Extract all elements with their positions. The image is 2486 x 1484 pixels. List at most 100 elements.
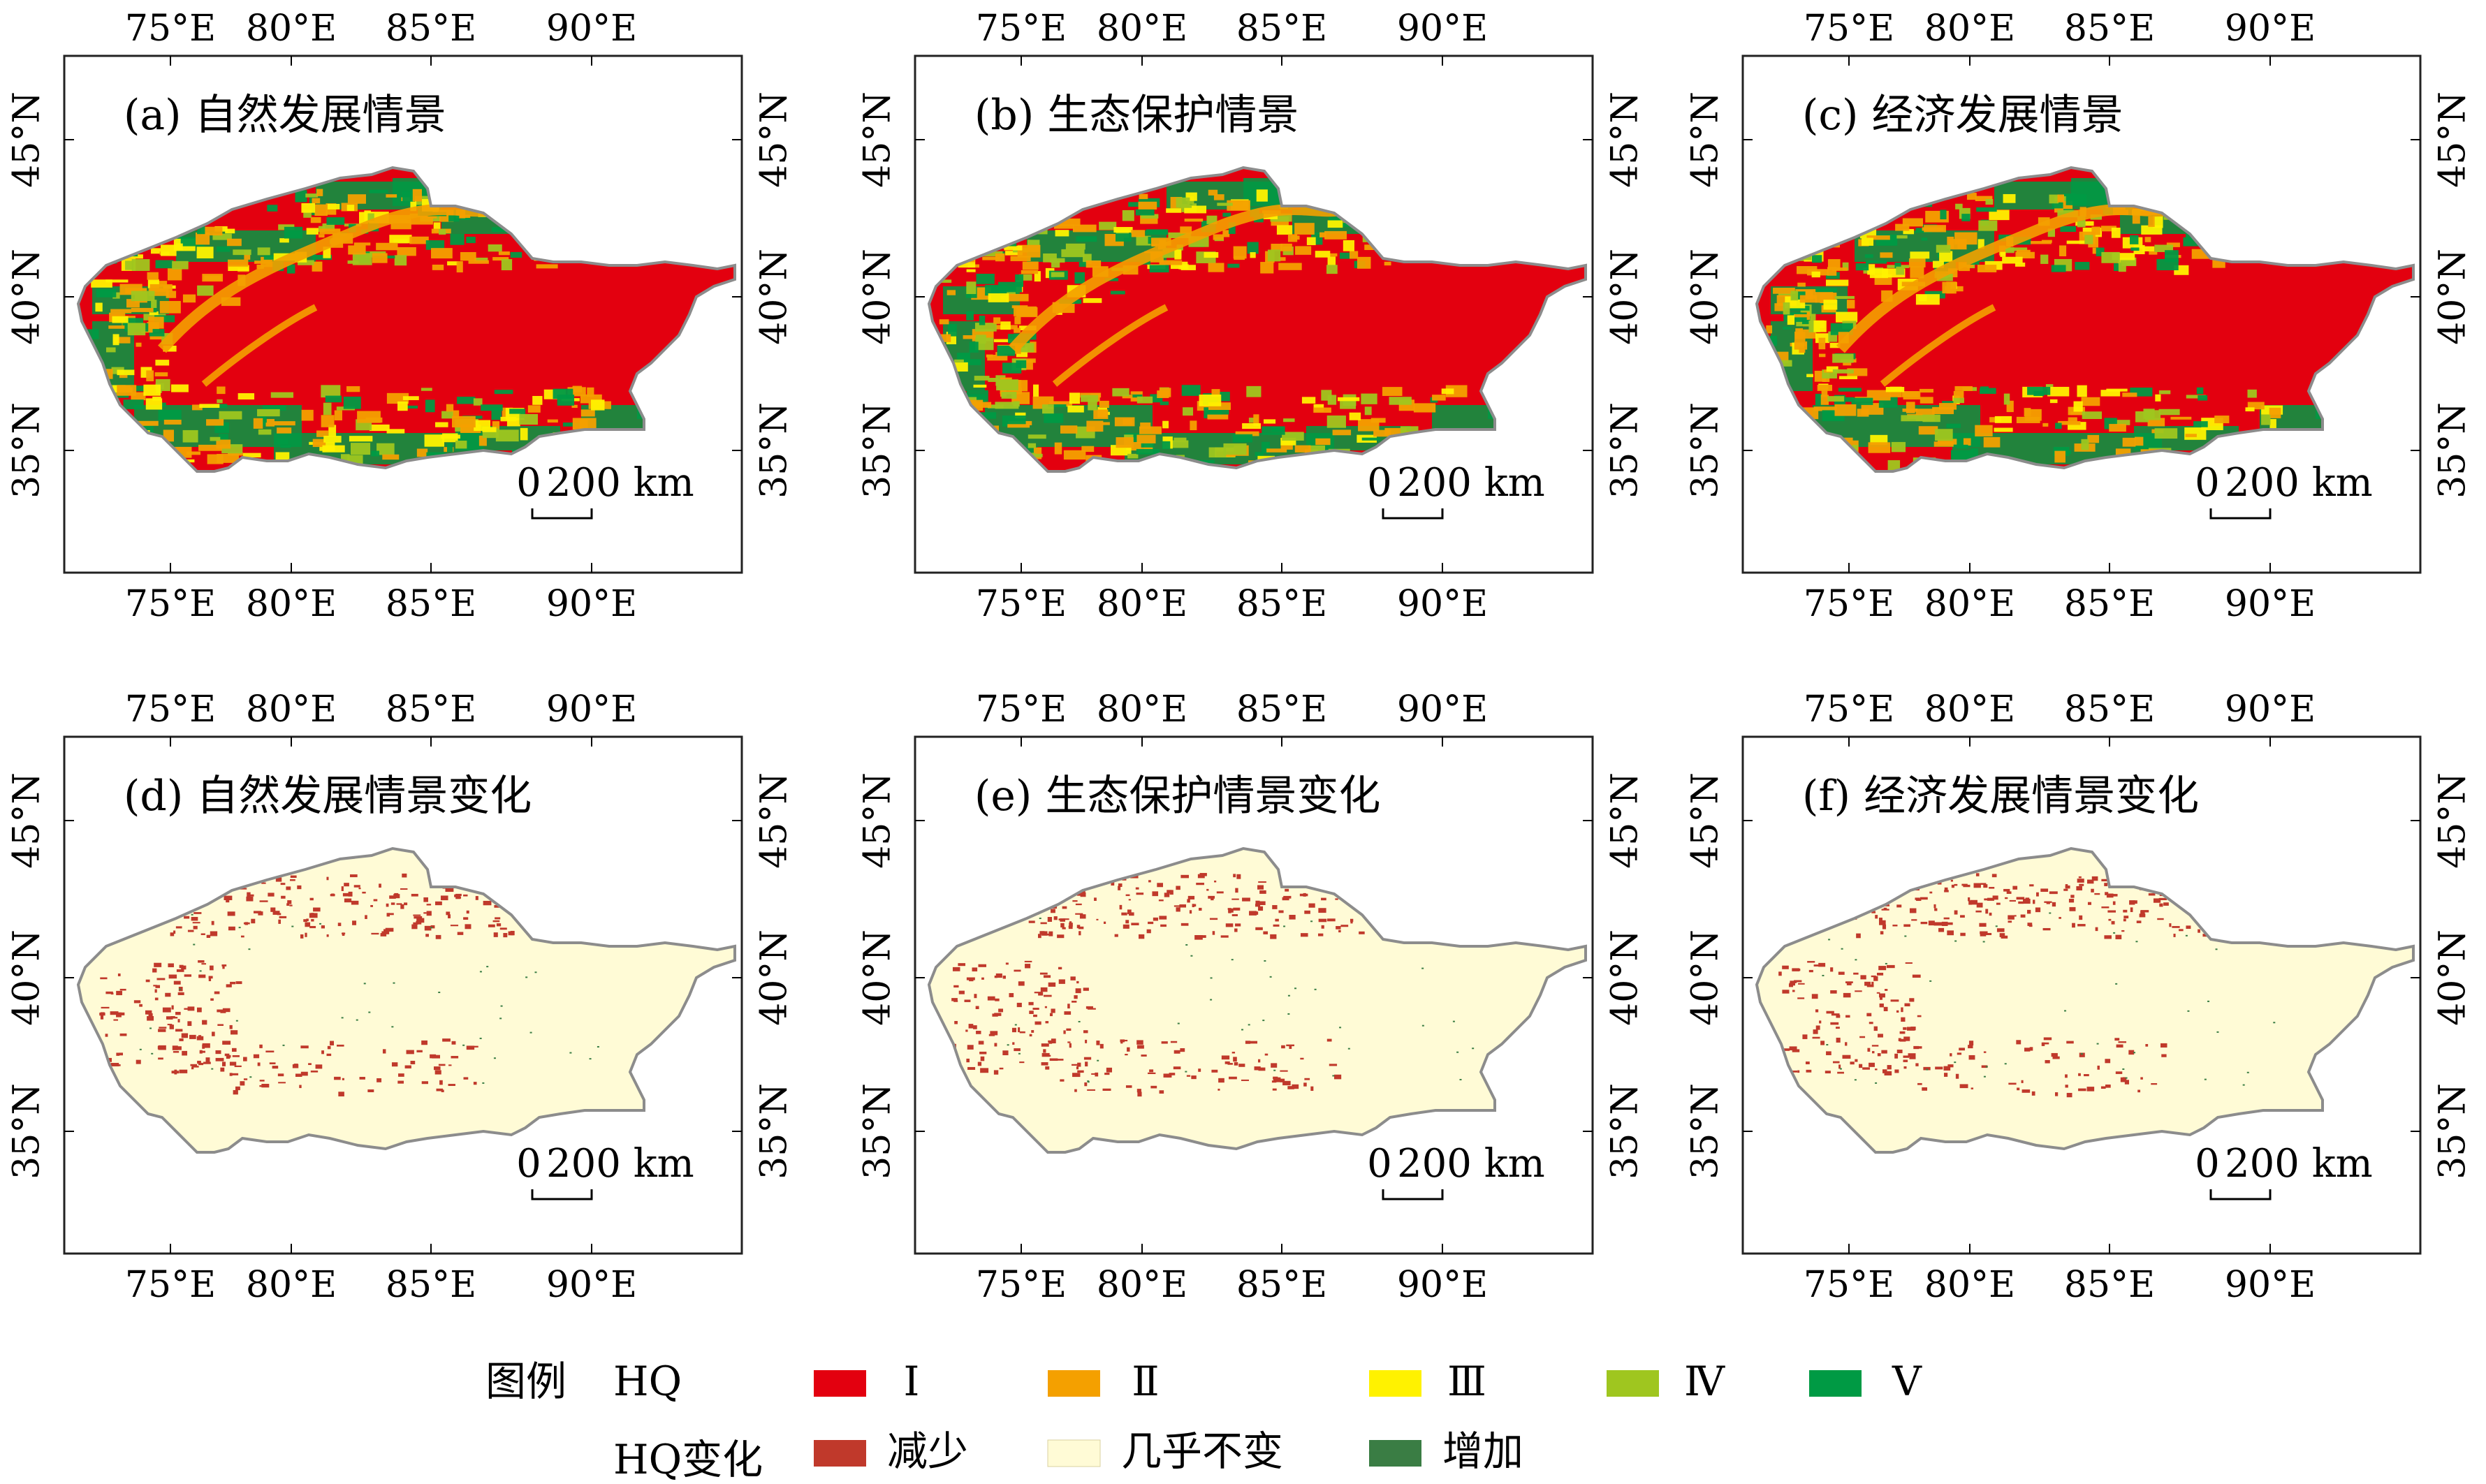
x-tick-label-top: 75°E xyxy=(1804,8,1894,50)
region-boundary xyxy=(1755,846,2415,1154)
x-tick-label-bottom: 85°E xyxy=(386,583,476,625)
x-tick-label-top: 80°E xyxy=(246,8,337,50)
legend: 图例 HQ Ⅰ Ⅱ Ⅲ Ⅳ Ⅴ HQ变化 减少 几乎不变 增加 xyxy=(485,1358,1922,1483)
y-tick-label-right: 40°N xyxy=(2432,930,2474,1026)
y-tick-label-right: 35°N xyxy=(2432,402,2474,499)
region-boundary xyxy=(76,166,736,473)
region-boundary xyxy=(927,166,1587,473)
panel-title: (a) 自然发展情景 xyxy=(124,91,446,140)
scale-bar-zero: 0 xyxy=(2195,1141,2220,1187)
map-panel-c: (c) 经济发展情景 0 200 km 75°E 75°E 80°E 80°E 85°E 85°… xyxy=(1685,8,2474,625)
y-tick-label-right: 40°N xyxy=(754,930,796,1026)
scale-bar: 0 200 km xyxy=(1367,460,1545,520)
region-boundary xyxy=(927,846,1587,1154)
x-tick-label-top: 80°E xyxy=(1097,689,1187,730)
x-tick-label-bottom: 85°E xyxy=(1236,583,1327,625)
x-tick-label-top: 85°E xyxy=(2064,689,2155,730)
x-tick-label-top: 80°E xyxy=(1097,8,1187,50)
x-tick-label-top: 75°E xyxy=(125,689,216,730)
scale-bar-line xyxy=(531,1189,593,1200)
map-panel-e: (e) 生态保护情景变化 0 200 km 75°E 75°E 80°E 80°E 85°E 8… xyxy=(857,689,1646,1306)
scale-bar-line xyxy=(2209,1189,2272,1200)
study-region xyxy=(1757,848,2413,1152)
legend-row1-label: HQ xyxy=(613,1358,682,1405)
x-tick-label-top: 80°E xyxy=(1924,689,2015,730)
legend-label-hq: Ⅳ xyxy=(1684,1358,1725,1405)
y-tick-label-left: 40°N xyxy=(6,930,48,1026)
scale-bar-zero: 0 xyxy=(1367,1141,1392,1187)
legend-swatch-hq xyxy=(1607,1370,1659,1397)
scale-bar-label: 200 km xyxy=(546,460,694,506)
y-tick-label-right: 35°N xyxy=(1604,402,1646,499)
axis-ticks: 75°E 75°E 80°E 80°E 85°E 85°E 90°E 90°E 45°N 45°N… xyxy=(6,689,796,1306)
x-tick-label-top: 75°E xyxy=(976,689,1067,730)
legend-swatch-hq xyxy=(1369,1370,1421,1397)
axis-ticks: 75°E 75°E 80°E 80°E 85°E 85°E 90°E 90°E 45°N 45°N… xyxy=(857,689,1646,1306)
scale-bar: 0 200 km xyxy=(516,1141,694,1200)
y-tick-label-right: 35°N xyxy=(754,1083,796,1180)
y-tick-label-right: 40°N xyxy=(2432,249,2474,345)
study-region xyxy=(78,848,735,1152)
scale-bar-label: 200 km xyxy=(546,1141,694,1187)
axis-ticks: 75°E 75°E 80°E 80°E 85°E 85°E 90°E 90°E 45°N 45°N… xyxy=(1685,8,2474,625)
scale-bar-label: 200 km xyxy=(2225,460,2373,506)
scale-bar: 0 200 km xyxy=(2195,1141,2373,1200)
map-panel-b: (b) 生态保护情景 0 200 km 75°E 75°E 80°E 80°E 85°E 85°… xyxy=(857,8,1646,625)
y-tick-label-right: 40°N xyxy=(1604,930,1646,1026)
panel-title: (e) 生态保护情景变化 xyxy=(974,772,1380,821)
x-tick-label-bottom: 75°E xyxy=(125,1264,216,1306)
x-tick-label-bottom: 75°E xyxy=(125,583,216,625)
y-tick-label-left: 40°N xyxy=(857,930,899,1026)
scale-bar-zero: 0 xyxy=(2195,460,2220,506)
scale-bar-label: 200 km xyxy=(2225,1141,2373,1187)
y-tick-label-right: 45°N xyxy=(2432,91,2474,188)
panel-title: (b) 生态保护情景 xyxy=(974,91,1299,140)
scale-bar-zero: 0 xyxy=(516,460,541,506)
x-tick-label-top: 75°E xyxy=(125,8,216,50)
legend-swatch-change xyxy=(1047,1439,1101,1467)
y-tick-label-left: 45°N xyxy=(857,91,899,188)
x-tick-label-top: 75°E xyxy=(976,8,1067,50)
axis-ticks: 75°E 75°E 80°E 80°E 85°E 85°E 90°E 90°E 45°N 45°N… xyxy=(6,8,796,625)
panel-title: (c) 经济发展情景 xyxy=(1802,91,2123,140)
x-tick-label-top: 85°E xyxy=(386,8,476,50)
y-tick-label-left: 45°N xyxy=(6,91,48,188)
y-tick-label-left: 35°N xyxy=(857,1083,899,1180)
axis-ticks: 75°E 75°E 80°E 80°E 85°E 85°E 90°E 90°E 45°N 45°N… xyxy=(857,8,1646,625)
legend-row2-label: HQ变化 xyxy=(613,1436,763,1483)
y-tick-label-right: 35°N xyxy=(1604,1083,1646,1180)
legend-swatch-hq xyxy=(814,1370,866,1397)
y-tick-label-right: 40°N xyxy=(1604,249,1646,345)
y-tick-label-left: 40°N xyxy=(857,249,899,345)
y-tick-label-left: 45°N xyxy=(6,772,48,869)
scale-bar-zero: 0 xyxy=(516,1141,541,1187)
y-tick-label-left: 40°N xyxy=(1685,249,1727,345)
x-tick-label-bottom: 85°E xyxy=(2064,1264,2155,1306)
legend-label-hq: Ⅱ xyxy=(1132,1358,1159,1405)
x-tick-label-top: 75°E xyxy=(1804,689,1894,730)
y-tick-label-right: 45°N xyxy=(1604,91,1646,188)
x-tick-label-top: 85°E xyxy=(2064,8,2155,50)
y-tick-label-left: 40°N xyxy=(1685,930,1727,1026)
scale-bar: 0 200 km xyxy=(516,460,694,520)
scale-bar-zero: 0 xyxy=(1367,460,1392,506)
x-tick-label-bottom: 90°E xyxy=(2225,1264,2316,1306)
legend-label-change: 减少 xyxy=(887,1427,968,1475)
x-tick-label-bottom: 90°E xyxy=(1397,1264,1488,1306)
y-tick-label-right: 45°N xyxy=(754,772,796,869)
x-tick-label-top: 85°E xyxy=(1236,8,1327,50)
x-tick-label-bottom: 85°E xyxy=(2064,583,2155,625)
legend-swatch-change xyxy=(1369,1440,1421,1467)
scale-bar-line xyxy=(531,508,593,520)
x-tick-label-top: 90°E xyxy=(1397,8,1488,50)
legend-label-hq: Ⅰ xyxy=(904,1358,920,1405)
x-tick-label-bottom: 90°E xyxy=(546,583,637,625)
y-tick-label-left: 35°N xyxy=(6,402,48,499)
legend-label-change: 几乎不变 xyxy=(1121,1427,1283,1475)
panel-title: (d) 自然发展情景变化 xyxy=(124,772,532,821)
x-tick-label-top: 90°E xyxy=(1397,689,1488,730)
map-panel-d: (d) 自然发展情景变化 0 200 km 75°E 75°E 80°E 80°E 85°E 8… xyxy=(6,689,796,1306)
legend-swatch-change xyxy=(814,1440,866,1467)
y-tick-label-left: 45°N xyxy=(857,772,899,869)
